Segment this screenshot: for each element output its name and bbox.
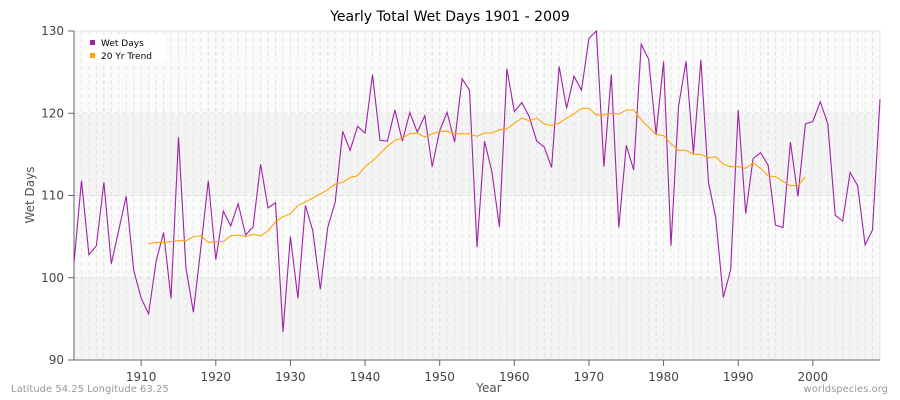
y-tick-label: 110: [41, 189, 64, 203]
y-tick-label: 90: [49, 353, 64, 367]
legend: Wet Days 20 Yr Trend: [82, 34, 166, 63]
x-tick-label: 1990: [723, 370, 754, 384]
trend-line: [148, 107, 806, 245]
y-tick-label: 120: [41, 106, 64, 120]
chart-title: Yearly Total Wet Days 1901 - 2009: [329, 9, 570, 25]
x-tick-label: 1940: [350, 370, 381, 384]
x-tick-label: 1950: [424, 370, 455, 384]
y-axis-label: Wet Days: [23, 166, 37, 223]
x-tick-label: 1910: [126, 370, 157, 384]
x-tick-label: 2000: [798, 370, 829, 384]
x-tick-label: 1930: [275, 370, 306, 384]
legend-swatch-trend: [90, 53, 95, 58]
x-tick-label: 1970: [574, 370, 605, 384]
y-tick-label: 130: [41, 24, 64, 38]
grid-band: [74, 31, 880, 114]
legend-swatch-wet-days: [90, 40, 95, 45]
y-tick-label: 100: [41, 271, 64, 285]
x-tick-label: 1920: [201, 370, 232, 384]
legend-label-wet-days: Wet Days: [101, 39, 144, 49]
legend-label-trend: 20 Yr Trend: [101, 52, 152, 62]
x-axis-label: Year: [475, 381, 501, 395]
x-tick-label: 1980: [648, 370, 679, 384]
wet-days-line: [73, 29, 881, 333]
location-caption: Latitude 54.25 Longitude 63.25: [11, 384, 169, 395]
x-tick-label: 1960: [499, 370, 530, 384]
source-caption: worldspecies.org: [803, 384, 888, 395]
